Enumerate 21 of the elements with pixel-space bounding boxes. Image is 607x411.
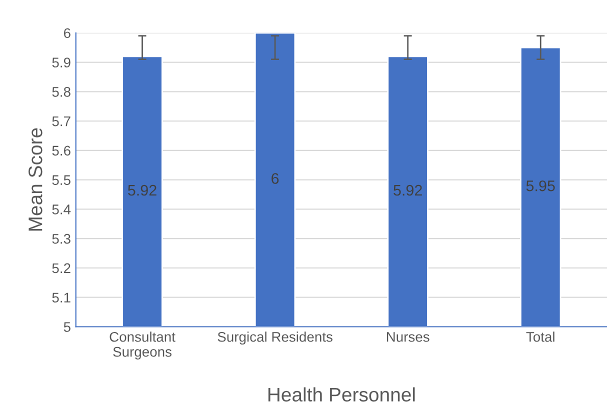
data-label: 5.92 bbox=[128, 184, 156, 196]
y-axis-title: Mean Score bbox=[28, 128, 42, 231]
data-label: 5.95 bbox=[526, 180, 555, 192]
x-axis-title: Health Personnel bbox=[268, 387, 415, 402]
y-tick-label: 5.3 bbox=[52, 234, 70, 244]
y-tick-label: 5 bbox=[64, 322, 70, 332]
y-tick-label: 5.8 bbox=[52, 86, 70, 97]
x-tick-label: Nurses bbox=[386, 332, 430, 342]
y-tick-label: 6 bbox=[64, 28, 70, 38]
y-tick-label: 5.9 bbox=[52, 58, 70, 68]
x-tick-label: Total bbox=[526, 332, 554, 342]
data-label: 6 bbox=[272, 173, 279, 184]
data-label: 5.92 bbox=[394, 184, 422, 196]
y-tick-label: 5.7 bbox=[52, 116, 70, 126]
y-tick-label: 5.5 bbox=[52, 175, 70, 185]
x-tick-label: Consultant Surgeons bbox=[110, 332, 176, 360]
y-tick-label: 5.1 bbox=[52, 292, 70, 303]
y-tick-label: 5.6 bbox=[52, 146, 70, 156]
x-tick-label: Surgical Residents bbox=[218, 332, 332, 345]
y-tick-label: 5.4 bbox=[52, 204, 71, 214]
y-tick-label: 5.2 bbox=[52, 263, 70, 274]
